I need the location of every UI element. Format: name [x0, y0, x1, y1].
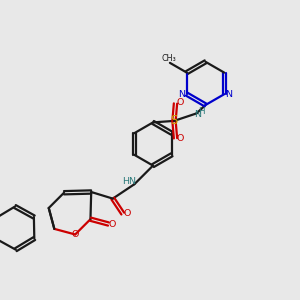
Text: O: O: [176, 98, 183, 107]
Text: HN: HN: [122, 177, 136, 186]
Text: N: N: [226, 90, 232, 99]
Text: O: O: [71, 230, 79, 239]
Text: S: S: [170, 114, 178, 128]
Text: O: O: [108, 220, 116, 229]
Text: CH₃: CH₃: [161, 54, 176, 63]
Text: N: N: [194, 110, 201, 119]
Text: O: O: [123, 209, 131, 218]
Text: N: N: [178, 90, 185, 99]
Text: H: H: [199, 107, 205, 116]
Text: O: O: [176, 134, 183, 143]
